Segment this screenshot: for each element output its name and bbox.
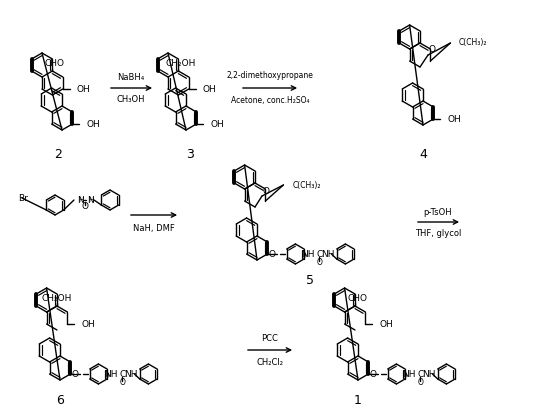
Text: O: O bbox=[428, 44, 435, 53]
Text: NH: NH bbox=[321, 249, 334, 259]
Text: O: O bbox=[370, 369, 377, 379]
Text: NaBH₄: NaBH₄ bbox=[117, 74, 145, 83]
Text: NH: NH bbox=[104, 369, 117, 379]
Text: NaH, DMF: NaH, DMF bbox=[133, 224, 175, 233]
Text: C: C bbox=[417, 369, 423, 379]
Text: O: O bbox=[120, 377, 125, 386]
Text: H: H bbox=[78, 197, 84, 203]
Text: OH: OH bbox=[86, 120, 100, 129]
Text: 2: 2 bbox=[54, 148, 62, 161]
Text: Br: Br bbox=[18, 194, 28, 203]
Text: NH: NH bbox=[402, 369, 415, 379]
Text: CH₂OH: CH₂OH bbox=[42, 293, 72, 302]
Text: NH: NH bbox=[124, 369, 137, 379]
Text: C: C bbox=[316, 249, 322, 259]
Text: CH₂OH: CH₂OH bbox=[165, 58, 196, 67]
Text: CH₂Cl₂: CH₂Cl₂ bbox=[257, 358, 284, 367]
Text: N: N bbox=[76, 196, 83, 205]
Text: OH: OH bbox=[448, 115, 461, 123]
Text: C(CH₃)₂: C(CH₃)₂ bbox=[293, 180, 321, 189]
Text: 5: 5 bbox=[306, 273, 314, 286]
Text: THF, glycol: THF, glycol bbox=[415, 229, 461, 238]
Text: C(CH₃)₂: C(CH₃)₂ bbox=[458, 39, 487, 48]
Text: OH: OH bbox=[203, 85, 217, 93]
Text: N: N bbox=[86, 196, 94, 205]
Text: O: O bbox=[418, 377, 423, 386]
Text: CHO: CHO bbox=[347, 293, 367, 302]
Text: O: O bbox=[269, 249, 276, 259]
Text: H: H bbox=[89, 197, 94, 203]
Text: NH: NH bbox=[301, 249, 314, 259]
Text: PCC: PCC bbox=[261, 333, 279, 342]
Text: O: O bbox=[316, 258, 322, 266]
Text: 2,2-dimethoxypropane: 2,2-dimethoxypropane bbox=[227, 71, 314, 79]
Text: Acetone, conc.H₂SO₄: Acetone, conc.H₂SO₄ bbox=[231, 95, 309, 104]
Text: 1: 1 bbox=[354, 393, 362, 406]
Text: OH: OH bbox=[379, 319, 393, 328]
Text: NH: NH bbox=[422, 369, 435, 379]
Text: p-TsOH: p-TsOH bbox=[424, 208, 452, 217]
Text: OH: OH bbox=[211, 120, 224, 129]
Text: 4: 4 bbox=[419, 148, 427, 161]
Text: CH₃OH: CH₃OH bbox=[117, 95, 145, 104]
Text: C: C bbox=[119, 369, 126, 379]
Text: OH: OH bbox=[77, 85, 90, 93]
Text: O: O bbox=[72, 369, 79, 379]
Text: O: O bbox=[263, 187, 269, 196]
Text: 6: 6 bbox=[56, 393, 64, 406]
Text: 3: 3 bbox=[186, 148, 194, 161]
Text: OH: OH bbox=[81, 319, 95, 328]
Text: O: O bbox=[81, 201, 89, 210]
Text: CHO: CHO bbox=[44, 58, 64, 67]
